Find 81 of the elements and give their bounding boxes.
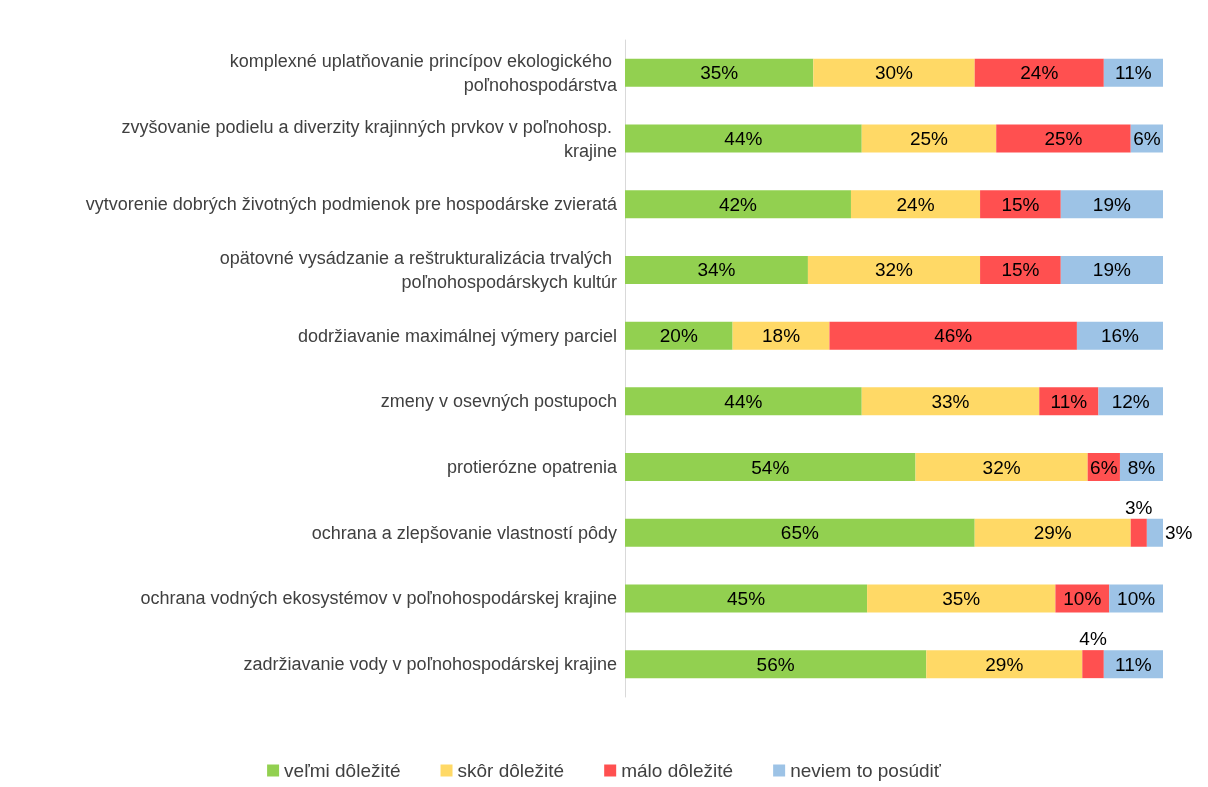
data-label: 3% (1125, 496, 1153, 518)
bar (807, 255, 981, 284)
y-tick-label: opätovné vysádzanie a reštrukturalizácia trvalých poľnohospodárskych kultúr (219, 247, 617, 292)
data-label: 8% (1127, 456, 1156, 478)
data-label: 11% (1115, 62, 1152, 84)
bar (926, 650, 1083, 679)
legend-label: veľmi dôležité (284, 760, 401, 781)
data-label: 25% (1044, 128, 1083, 150)
y-tick-label: vytvorenie dobrých životných podmienok pre hospodárske zvieratá (85, 194, 618, 215)
data-label: 32% (982, 456, 1021, 478)
legend-label: málo dôležité (621, 760, 734, 781)
data-label: 42% (718, 193, 758, 215)
data-label: 19% (1092, 259, 1132, 281)
y-tick-label: ochrana vodných ekosystémov v poľnohospodárskej krajine (140, 588, 617, 609)
bar (915, 453, 1088, 482)
bar (625, 124, 862, 153)
data-label: 4% (1079, 628, 1107, 650)
bar (867, 584, 1056, 613)
data-label: 29% (1033, 522, 1072, 544)
bar (625, 321, 733, 350)
data-label: 10% (1117, 587, 1156, 609)
bar (625, 650, 927, 679)
bar (1060, 190, 1163, 219)
data-label: 33% (931, 390, 970, 412)
data-label: 15% (1001, 193, 1040, 215)
bar (1130, 518, 1147, 547)
bar (625, 387, 862, 416)
bar (625, 453, 916, 482)
bar (850, 190, 981, 219)
data-label: 11% (1050, 390, 1088, 412)
data-label: 54% (751, 456, 790, 478)
data-label: 24% (1020, 62, 1059, 84)
bar (861, 124, 997, 153)
data-label: 20% (659, 325, 698, 347)
bar (1082, 650, 1104, 679)
data-label: 15% (1001, 259, 1040, 281)
bar (829, 321, 1077, 350)
data-label: 44% (724, 390, 763, 412)
y-tick-label: komplexné uplatňovanie princípov ekologického poľnohospodárstva (229, 50, 618, 95)
data-label: 19% (1092, 193, 1132, 215)
legend-label: neviem to posúdiť (790, 760, 942, 781)
data-label: 16% (1100, 325, 1140, 347)
data-label: 34% (697, 259, 736, 281)
legend-label: skôr dôležité (457, 760, 565, 781)
data-label: 30% (874, 62, 914, 84)
data-label: 32% (874, 259, 914, 281)
bar (974, 58, 1104, 87)
bar (625, 584, 868, 613)
bar (625, 190, 851, 219)
y-tick-label: protierózne opatrenia (446, 457, 618, 478)
bar (1146, 518, 1163, 547)
data-label: 45% (727, 587, 766, 609)
data-label: 46% (934, 325, 973, 347)
bar (974, 518, 1131, 547)
bar (625, 58, 814, 87)
data-label: 25% (909, 128, 949, 150)
data-label: 29% (985, 653, 1024, 675)
data-label: 18% (762, 325, 801, 347)
bar (625, 518, 975, 547)
y-tick-label: ochrana a zlepšovanie vlastností pôdy (311, 522, 617, 543)
data-label: 35% (700, 62, 739, 84)
y-tick-label: dodržiavanie maximálnej výmery parciel (297, 325, 617, 346)
bar (813, 58, 975, 87)
data-label: 35% (942, 587, 981, 609)
data-label: 3% (1165, 522, 1193, 544)
bar (861, 387, 1040, 416)
data-label: 11% (1115, 653, 1152, 675)
data-label: 44% (724, 128, 763, 150)
data-label: 10% (1063, 587, 1102, 609)
data-label: 56% (756, 653, 795, 675)
bar (1060, 255, 1163, 284)
y-tick-label: zvyšovanie podielu a diverzity krajinných prvkov v poľnohosp. krajine (121, 116, 617, 161)
data-label: 65% (780, 522, 819, 544)
data-label: 24% (896, 193, 935, 215)
bar (625, 255, 808, 284)
y-tick-label: zmeny v osevných postupoch (380, 391, 617, 412)
data-label: 6% (1090, 456, 1118, 478)
bar (996, 124, 1131, 153)
data-label: 12% (1111, 390, 1150, 412)
y-tick-label: zadržiavanie vody v poľnohospodárskej krajine (243, 654, 617, 675)
data-label: 6% (1133, 128, 1161, 150)
